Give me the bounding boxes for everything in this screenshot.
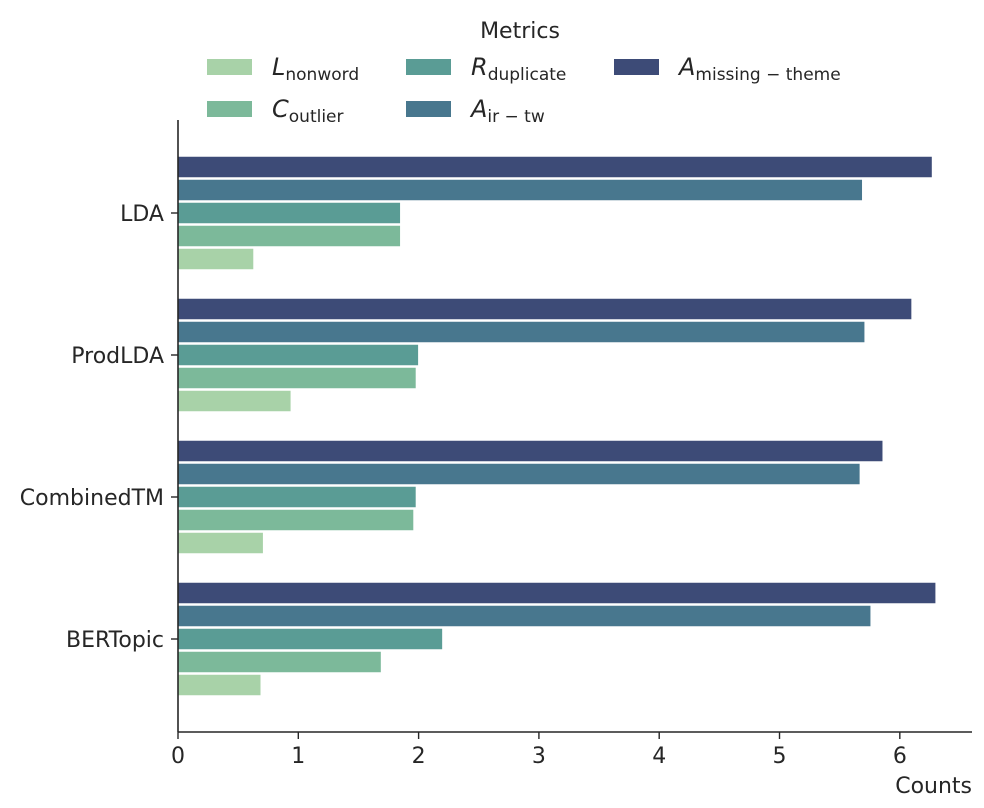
- bar-lda-r-duplicate: [177, 201, 402, 225]
- x-tick-label: 0: [171, 744, 185, 769]
- bar-prodlda-a-missing-theme: [177, 297, 913, 321]
- x-tick-label: 2: [412, 744, 426, 769]
- x-tick-label: 4: [652, 744, 666, 769]
- legend-label-4: Air − tw: [469, 95, 545, 127]
- x-tick-label: 1: [291, 744, 305, 769]
- legend-swatch-4: [406, 101, 451, 117]
- bar-combinedtm-a-missing-theme: [177, 439, 884, 463]
- bar-combinedtm-l-nonword: [177, 531, 264, 555]
- x-tick-label: 3: [532, 744, 546, 769]
- x-axis-label: Counts: [895, 774, 972, 799]
- x-tick-label: 5: [773, 744, 787, 769]
- bar-prodlda-a-ir-tw: [177, 320, 866, 344]
- bar-bertopic-r-duplicate: [177, 627, 444, 651]
- bar-prodlda-r-duplicate: [177, 343, 420, 367]
- legend-label-5: Amissing − theme: [677, 53, 841, 85]
- legend: Metrics Lnonword Coutlier Rduplicate Air − …: [207, 19, 841, 127]
- bar-lda-a-ir-tw: [177, 178, 864, 202]
- bar-lda-c-outlier: [177, 224, 402, 248]
- axes: 0 1 2 3 4 5 6 LDA ProdLDA CombinedTM BERTopic: [20, 120, 972, 769]
- bar-combinedtm-c-outlier: [177, 508, 415, 532]
- legend-swatch-5: [614, 59, 659, 75]
- bar-bertopic-a-ir-tw: [177, 604, 872, 628]
- bars: [177, 155, 937, 697]
- legend-title: Metrics: [480, 19, 560, 44]
- bar-bertopic-a-missing-theme: [177, 581, 937, 605]
- legend-swatch-1: [207, 59, 252, 75]
- y-tick-label-bertopic: BERTopic: [66, 628, 164, 653]
- bar-prodlda-l-nonword: [177, 389, 292, 413]
- y-tick-label-combinedtm: CombinedTM: [20, 486, 164, 511]
- y-tick-label-lda: LDA: [120, 202, 164, 227]
- y-tick-label-prodlda: ProdLDA: [71, 344, 164, 369]
- bar-lda-l-nonword: [177, 247, 255, 271]
- bar-prodlda-c-outlier: [177, 366, 417, 390]
- bar-bertopic-l-nonword: [177, 673, 262, 697]
- bar-combinedtm-r-duplicate: [177, 485, 417, 509]
- bar-lda-a-missing-theme: [177, 155, 933, 179]
- legend-label-1: Lnonword: [272, 53, 359, 85]
- x-tick-label: 6: [893, 744, 907, 769]
- legend-swatch-2: [207, 101, 252, 117]
- bar-bertopic-c-outlier: [177, 650, 382, 674]
- legend-label-2: Coutlier: [272, 95, 344, 127]
- legend-swatch-3: [406, 59, 451, 75]
- bar-combinedtm-a-ir-tw: [177, 462, 861, 486]
- legend-label-3: Rduplicate: [471, 53, 566, 85]
